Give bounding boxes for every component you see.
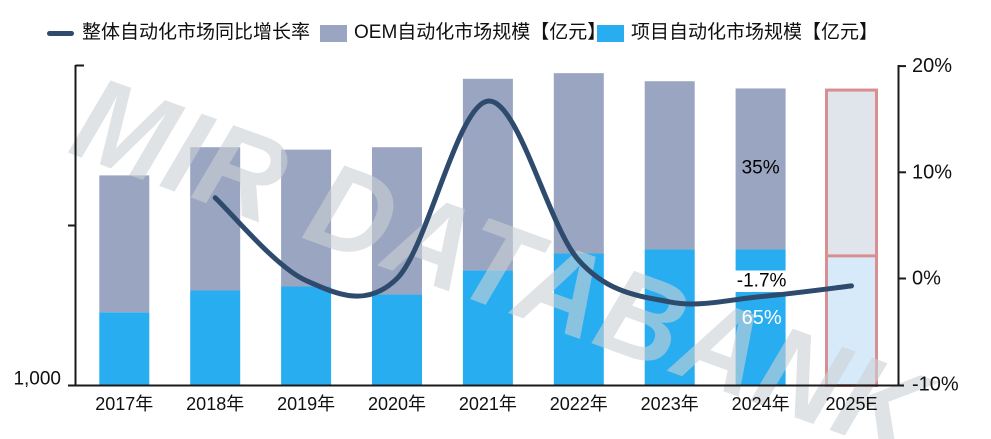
x-axis-label-2022年: 2022年 <box>550 394 608 414</box>
bar-2018年-project <box>190 290 241 386</box>
legend-label-oem-market: OEM自动化市场规模【亿元】 <box>354 22 607 43</box>
x-axis-label-2020年: 2020年 <box>368 394 426 414</box>
bar-2022年-oem <box>553 73 604 254</box>
growth-annotation-backdrop <box>734 270 788 292</box>
annotation-oem-share-35: 35% <box>742 158 780 179</box>
legend-item-growth-rate[interactable]: 整体自动化市场同比增长率 <box>47 21 310 45</box>
project-series-swatch-icon <box>597 24 624 42</box>
oem-series-swatch-icon <box>320 24 347 42</box>
bar-2019年-oem <box>281 149 332 287</box>
growth-rate-line <box>212 98 854 307</box>
legend-label-growth-rate: 整体自动化市场同比增长率 <box>82 22 311 43</box>
annotation-growth-minus-1-7: -1.7% <box>737 271 787 292</box>
bar-2023年-project <box>644 249 695 386</box>
x-axis-label-2024年: 2024年 <box>732 394 790 414</box>
x-axis-label-2019年: 2019年 <box>277 394 335 414</box>
right-axis-tick-label-10%: 10% <box>912 161 952 183</box>
annotation-project-share-65: 65% <box>742 307 782 329</box>
bar-2020年-project <box>372 294 422 386</box>
right-axis-tick-label-20%: 20% <box>912 55 952 77</box>
line-series-swatch-icon <box>47 30 74 36</box>
right-axis-tick-label--10%: -10% <box>912 374 959 396</box>
legend-item-project-market[interactable]: 项目自动化市场规模【亿元】 <box>597 21 878 45</box>
bar-2018年-oem <box>190 147 241 291</box>
x-axis-label-2018年: 2018年 <box>186 394 244 414</box>
bar-2019年-project <box>281 286 332 386</box>
left-axis-label-1000: 1,000 <box>13 369 61 390</box>
bar-2025E-oem-forecast <box>826 90 877 256</box>
bar-2025E-project-forecast <box>826 255 877 386</box>
right-axis-tick-label-0%: 0% <box>912 268 941 290</box>
bar-2017年-project <box>99 312 150 386</box>
legend-label-project-market: 项目自动化市场规模【亿元】 <box>631 22 879 43</box>
legend-item-oem-market[interactable]: OEM自动化市场规模【亿元】 <box>320 21 606 45</box>
bar-2023年-oem <box>644 81 695 250</box>
x-axis-label-2021年: 2021年 <box>459 394 517 414</box>
bar-2020年-oem <box>372 147 422 295</box>
bar-2021年-project <box>462 270 513 386</box>
bar-2024年-oem <box>735 88 786 250</box>
x-axis-label-2023年: 2023年 <box>641 394 699 414</box>
x-axis-label-2025E: 2025E <box>825 394 877 414</box>
bar-2017年-oem <box>99 175 150 313</box>
x-axis-label-2017年: 2017年 <box>95 394 153 414</box>
